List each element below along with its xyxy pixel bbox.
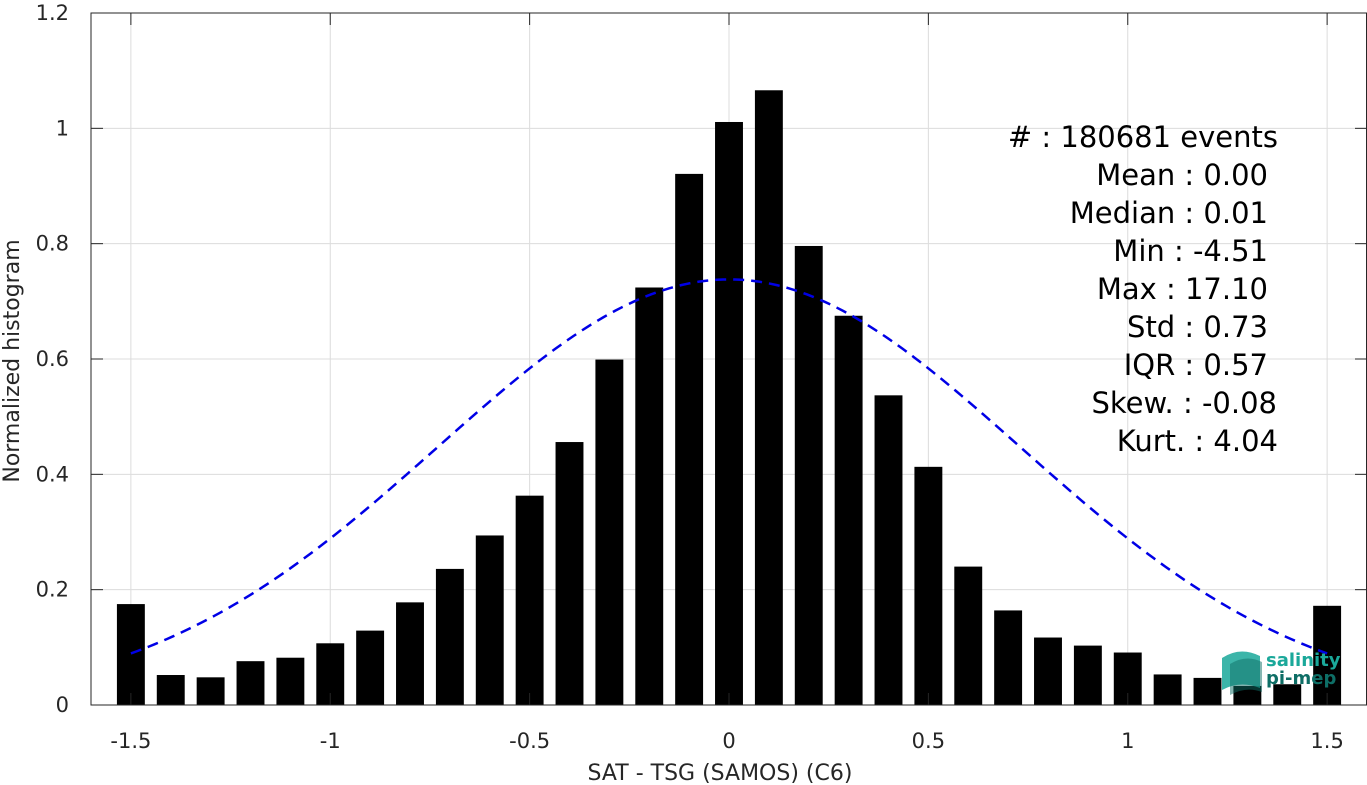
histogram-bar [1073, 645, 1102, 705]
histogram-bar [994, 610, 1023, 705]
y-tick-label: 1.2 [36, 1, 69, 25]
histogram-bar [515, 495, 544, 705]
x-tick-labels: -1.5 -1 -0.5 0 0.5 1 1.5 [110, 729, 1343, 753]
x-tick-label: -0.5 [509, 729, 550, 753]
y-tick-labels: 0 0.2 0.4 0.6 0.8 1 1.2 [36, 1, 69, 717]
x-axis-label: SAT - TSG (SAMOS) (C6) [588, 761, 853, 785]
histogram-bar [595, 359, 624, 705]
histogram-bar [116, 604, 145, 705]
stat-line: # : 180681 events [1008, 120, 1278, 154]
y-tick-label: 0 [56, 693, 69, 717]
histogram-bar [156, 675, 185, 705]
stat-line: Std : 0.73 [1127, 310, 1268, 344]
x-tick-label: -1 [320, 729, 341, 753]
histogram-bar [1153, 674, 1182, 705]
histogram-bar [1034, 637, 1062, 705]
x-tick-label: 0.5 [912, 729, 945, 753]
y-tick-label: 0.8 [36, 232, 69, 256]
histogram-bar [555, 442, 584, 705]
y-tick-label: 0.2 [36, 578, 69, 602]
histogram-bar [435, 568, 464, 705]
histogram-bar [954, 566, 983, 705]
histogram-bar [1313, 605, 1342, 705]
histogram-bar [794, 245, 823, 705]
logo-wave-icon-back [1230, 658, 1262, 695]
histogram-bar [834, 315, 863, 705]
histogram-bar [874, 395, 903, 705]
histogram-bar [356, 630, 385, 705]
y-tick-label: 0.6 [36, 347, 69, 371]
stat-line: IQR : 0.57 [1124, 348, 1268, 382]
stat-line: Skew. : -0.08 [1091, 386, 1277, 420]
histogram-bar [1193, 677, 1222, 705]
histogram-bar [914, 466, 943, 705]
x-tick-label: 0 [722, 729, 735, 753]
stat-line: Mean : 0.00 [1096, 158, 1268, 192]
histogram-bar [635, 287, 664, 705]
bars [116, 90, 1342, 706]
y-tick-label: 1 [56, 116, 69, 140]
histogram-bar [754, 90, 783, 706]
stat-line: Max : 17.10 [1097, 272, 1268, 306]
statistics-annotation: # : 180681 events Mean : 0.00 Median : 0.0… [1008, 120, 1278, 458]
histogram-bar [276, 657, 305, 705]
histogram-bar [675, 173, 704, 705]
stat-line: Median : 0.01 [1070, 196, 1268, 230]
histogram-bar [236, 661, 265, 705]
histogram-bar [475, 535, 504, 705]
x-tick-label: 1.5 [1310, 729, 1343, 753]
x-tick-label: 1 [1121, 729, 1134, 753]
stat-line: Min : -4.51 [1113, 234, 1268, 268]
ticks [91, 12, 1367, 706]
logo-text-pi-mep: pi-mep [1266, 668, 1336, 689]
histogram-bar [1273, 684, 1302, 705]
logo-text-salinity: salinity [1266, 650, 1341, 671]
salinity-pi-mep-logo: salinity pi-mep [1222, 650, 1341, 695]
stat-line: Kurt. : 4.04 [1117, 424, 1278, 458]
histogram-bar [196, 677, 225, 705]
y-axis-label: Normalized histogram [0, 239, 25, 482]
histogram-bar [396, 602, 424, 705]
x-tick-label: -1.5 [110, 729, 151, 753]
histogram-bar [715, 121, 743, 706]
y-tick-label: 0.4 [36, 462, 69, 486]
